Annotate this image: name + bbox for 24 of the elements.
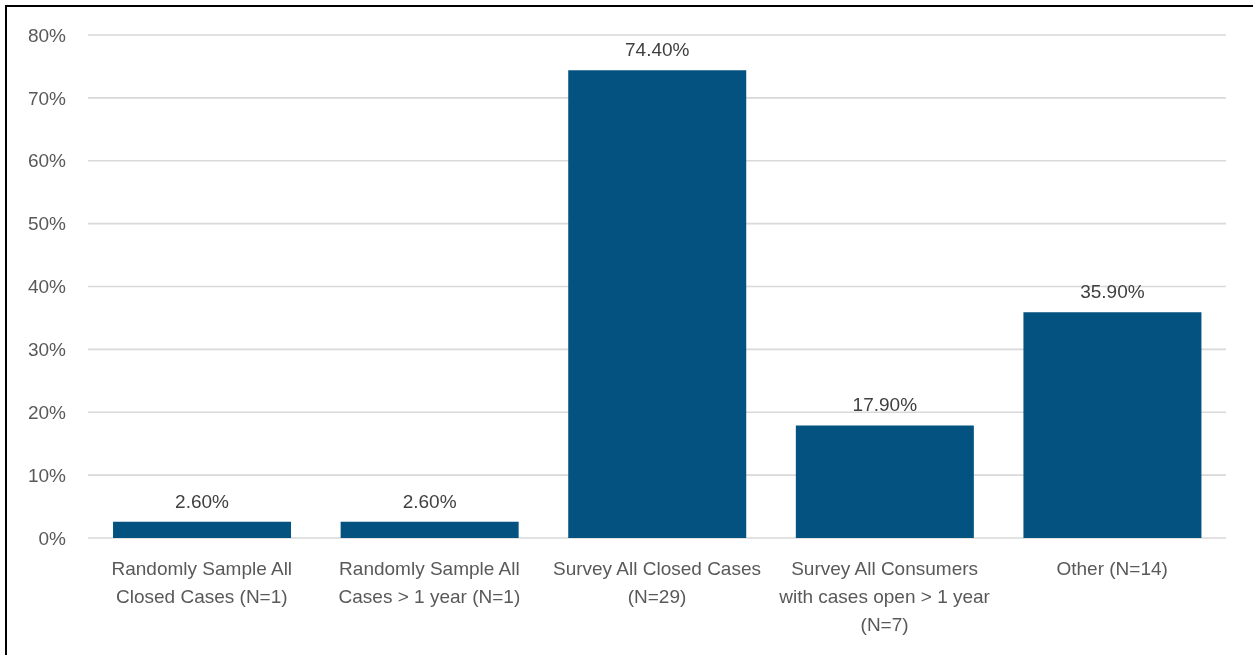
y-tick-label: 30%: [27, 339, 67, 361]
y-tick-label: 40%: [27, 276, 67, 298]
bar: [795, 425, 974, 538]
y-tick-label: 70%: [27, 87, 67, 109]
data-label: 2.60%: [402, 490, 457, 512]
data-label: 2.60%: [175, 490, 230, 512]
bar: [568, 70, 747, 538]
x-tick-label: Survey All Consumers with cases open > 1 year (N=7): [778, 558, 991, 635]
bar: [340, 521, 519, 538]
y-tick-label: 20%: [27, 401, 67, 423]
y-tick-label: 10%: [27, 464, 67, 486]
data-label: 74.40%: [625, 39, 690, 61]
x-tick-label: Randomly Sample All Closed Cases (N=1): [111, 558, 293, 607]
y-tick-label: 60%: [27, 150, 67, 172]
y-tick-label: 50%: [27, 213, 67, 235]
bar: [1023, 312, 1202, 538]
y-tick-label: 0%: [38, 527, 67, 549]
x-tick-label: Survey All Closed Cases (N=29): [552, 558, 762, 607]
y-tick-label: 80%: [27, 24, 67, 46]
x-tick-label: Other (N=14): [1056, 558, 1168, 579]
x-tick-label: Randomly Sample All Cases > 1 year (N=1): [338, 558, 521, 607]
data-label: 35.90%: [1080, 281, 1145, 303]
bar: [113, 521, 292, 538]
data-label: 17.90%: [852, 394, 918, 416]
